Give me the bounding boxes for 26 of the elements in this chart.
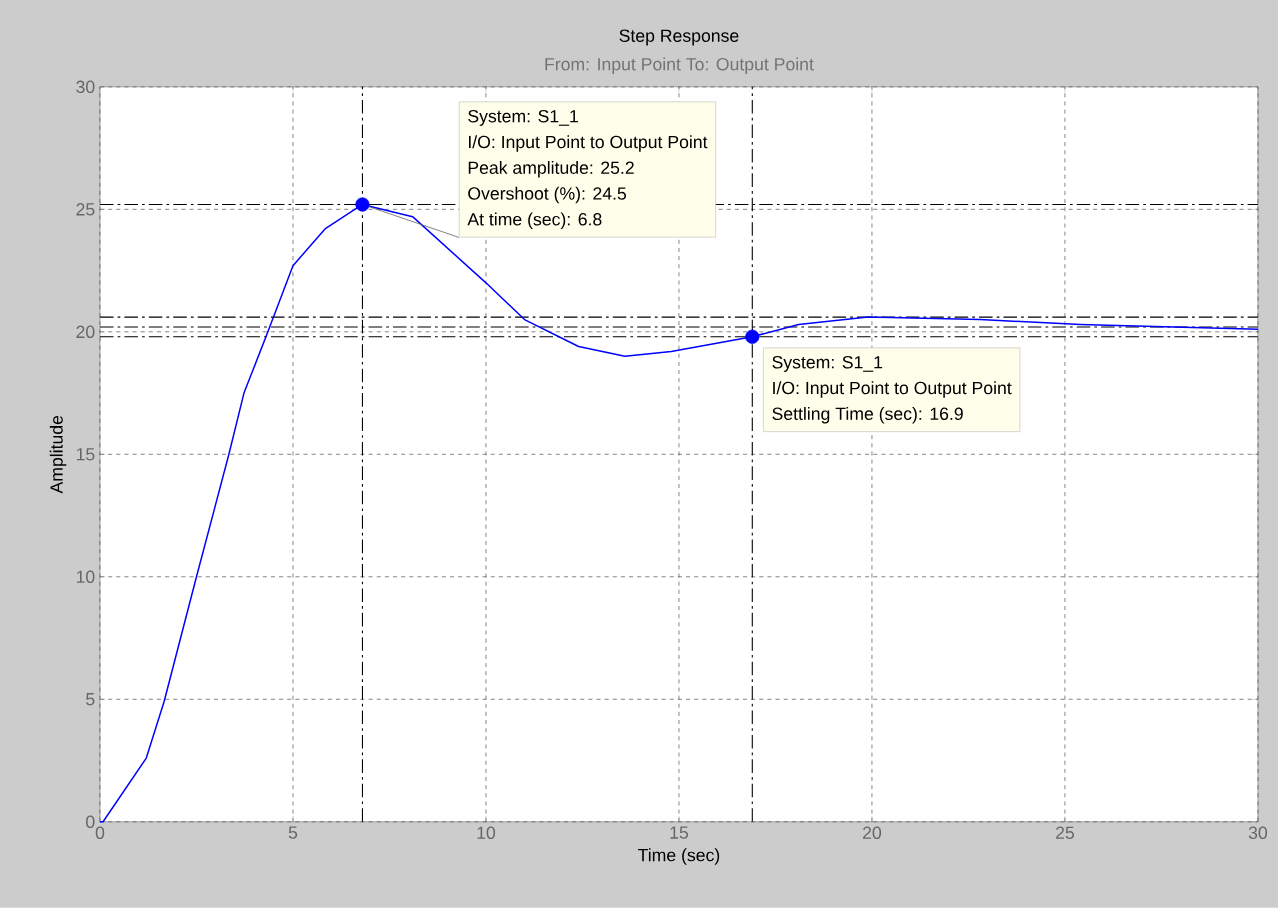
x-tick-label: 30: [1248, 826, 1268, 840]
y-tick-label: 5: [86, 693, 95, 706]
y-axis-title: Amplitude: [49, 415, 67, 494]
x-tick-label: 20: [863, 826, 882, 840]
annotation: At time (sec): 6.8: [467, 212, 602, 230]
annotation: System: S1_1: [772, 356, 883, 373]
annotation: Peak amplitude: 25.2: [468, 161, 634, 178]
annotation: Overshoot (%): 24.5: [468, 186, 627, 204]
x-tick-label: 15: [670, 826, 689, 839]
x-tick-label: 0: [95, 826, 105, 840]
y-tick-label: 20: [76, 325, 95, 339]
y-tick-label: 10: [76, 570, 95, 584]
x-tick-label: 10: [477, 826, 496, 840]
y-tick-label: 25: [76, 203, 95, 216]
x-tick-label: 25: [1056, 826, 1074, 840]
x-tick-label: 5: [288, 826, 298, 839]
annotation: I/O: Input Point to Output Point: [468, 135, 708, 152]
chart-title: Step Response: [619, 29, 739, 46]
annotation: System: S1_1: [468, 110, 578, 127]
annotation: Settling Time (sec): 16.9: [772, 407, 963, 424]
y-tick-label: 0: [86, 815, 95, 829]
x-axis-title: Time (sec): [638, 848, 720, 865]
chart-subtitle: From: Input Point To: Output Point: [545, 57, 814, 74]
y-tick-label: 15: [76, 448, 95, 461]
annotation: I/O: Input Point to Output Point: [773, 381, 1012, 398]
y-tick-label: 30: [76, 80, 95, 94]
